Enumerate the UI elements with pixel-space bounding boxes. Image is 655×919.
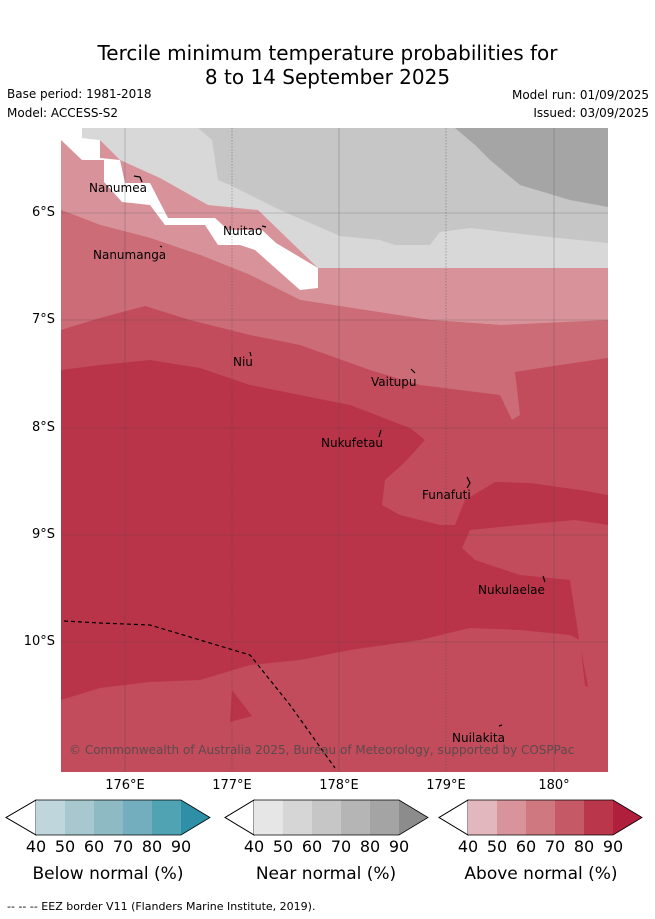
place-nanumea: Nanumea — [89, 181, 147, 195]
legend-above-tick: 60 — [515, 837, 537, 856]
legend-below-swatch-5 — [152, 800, 181, 835]
lon-label-179e: 179°E — [426, 778, 466, 793]
base-period: Base period: 1981-2018 — [7, 87, 152, 101]
legend-above-swatch-3 — [526, 800, 555, 835]
model-name: Model: ACCESS-S2 — [7, 106, 119, 120]
legend-near-over — [399, 800, 428, 835]
lat-label-10s: 10°S — [23, 634, 55, 649]
legend-above-swatch-4 — [555, 800, 584, 835]
lat-label-7s: 7°S — [31, 312, 55, 327]
lon-label-176e: 176°E — [105, 778, 145, 793]
region-above-60 — [61, 210, 608, 420]
legend-below-tick: 80 — [141, 837, 163, 856]
legend-near-swatch-4 — [341, 800, 370, 835]
model-run: Model run: 01/09/2025 — [511, 88, 649, 102]
legend-above-tick: 90 — [602, 837, 624, 856]
lat-label-8s: 8°S — [31, 420, 55, 435]
place-nuitao: Nuitao — [223, 224, 262, 238]
region-above-80-patch — [230, 690, 252, 722]
region-no-data — [61, 128, 318, 290]
legend-near-tick: 50 — [272, 837, 294, 856]
map-title: Tercile minimum temperature probabilitie… — [0, 41, 655, 89]
grid-lines — [61, 128, 608, 772]
lat-label-6s: 6°S — [31, 205, 55, 220]
lon-label-177e: 177°E — [212, 778, 252, 793]
legend-below-swatch-2 — [65, 800, 94, 835]
legend-above-tick: 80 — [573, 837, 595, 856]
legend-below-tick: 70 — [112, 837, 134, 856]
title-line-1: Tercile minimum temperature probabilitie… — [97, 41, 558, 65]
legend-below-tick: 90 — [170, 837, 192, 856]
legend-below-title: Below normal (%) — [32, 864, 184, 884]
legend-near-tick: 80 — [359, 837, 381, 856]
legend-above-swatch-2 — [497, 800, 526, 835]
eez-footnote: -- -- -- EEZ border V11 (Flanders Marine… — [7, 900, 316, 913]
legend-near-under — [224, 799, 255, 836]
legend-near-tick: 70 — [330, 837, 352, 856]
lon-label-180: 180° — [538, 778, 570, 793]
legend-below-tick: 40 — [25, 837, 47, 856]
lon-label-178e: 178°E — [319, 778, 359, 793]
legend-above-tick: 50 — [486, 837, 508, 856]
legend-near-tick: 40 — [243, 837, 265, 856]
legend-below-tick: 60 — [83, 837, 105, 856]
legend-below-tick: 50 — [54, 837, 76, 856]
legend-near-swatch-1 — [254, 800, 283, 835]
legend-near-tick: 60 — [301, 837, 323, 856]
legend-below-swatch-1 — [36, 800, 65, 835]
legend-near — [224, 799, 429, 836]
legend-above-swatch-1 — [468, 800, 497, 835]
legend-below-swatch-4 — [123, 800, 152, 835]
place-nanumanga: Nanumanga — [93, 248, 166, 262]
island-marks — [133, 175, 546, 727]
legend-above-tick: 40 — [457, 837, 479, 856]
legend-near-swatch-5 — [370, 800, 399, 835]
place-niu: Niu — [233, 355, 253, 369]
lat-label-9s: 9°S — [31, 527, 55, 542]
legend-above-over — [613, 800, 642, 835]
legend-below-under — [5, 799, 37, 836]
legend-near-tick: 90 — [388, 837, 410, 856]
legend-above-tick: 70 — [544, 837, 566, 856]
copyright-notice: © Commonwealth of Australia 2025, Bureau… — [69, 743, 574, 757]
legend-above-title: Above normal (%) — [464, 864, 618, 884]
legend-near-swatch-3 — [312, 800, 341, 835]
place-vaitupu: Vaitupu — [371, 375, 417, 389]
legend-near-swatch-2 — [283, 800, 312, 835]
place-nukufetau: Nukufetau — [321, 436, 383, 450]
legend-above-under — [438, 799, 469, 836]
region-above-70-south — [61, 628, 608, 772]
legend-below-over — [181, 800, 210, 835]
title-line-2: 8 to 14 September 2025 — [204, 65, 451, 89]
probability-map — [61, 128, 608, 772]
place-nuilakita: Nuilakita — [452, 731, 505, 745]
region-near-80 — [455, 128, 608, 207]
legend-below-swatch-3 — [94, 800, 123, 835]
legend-above-swatch-5 — [584, 800, 613, 835]
place-funafuti: Funafuti — [422, 488, 471, 502]
eez-border — [63, 620, 336, 769]
legend-above — [438, 799, 643, 836]
legend-below — [5, 799, 211, 836]
place-nukulaelae: Nukulaelae — [478, 583, 545, 597]
issued-date: Issued: 03/09/2025 — [533, 106, 649, 120]
place-labels: Nanumea Nuitao Nanumanga Niu Vaitupu Nuk… — [89, 181, 545, 745]
legend-near-title: Near normal (%) — [255, 864, 397, 884]
